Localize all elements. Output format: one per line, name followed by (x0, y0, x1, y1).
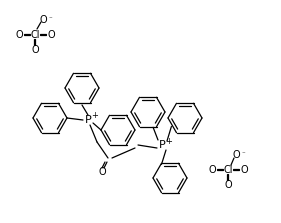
Text: O: O (47, 30, 55, 40)
Text: O: O (232, 150, 240, 160)
Text: O: O (224, 180, 232, 190)
Text: Cl: Cl (223, 165, 233, 175)
Text: O: O (39, 15, 47, 25)
Text: Cl: Cl (30, 30, 40, 40)
Text: ⁻: ⁻ (48, 16, 52, 22)
Text: O: O (15, 30, 23, 40)
Text: +: + (92, 112, 98, 120)
Text: O: O (208, 165, 216, 175)
Text: +: + (166, 136, 173, 145)
Text: ⁻: ⁻ (241, 151, 245, 157)
Text: O: O (31, 45, 39, 55)
Text: P: P (85, 115, 91, 125)
Text: O: O (98, 167, 106, 177)
Text: O: O (240, 165, 248, 175)
Text: P: P (159, 140, 166, 150)
